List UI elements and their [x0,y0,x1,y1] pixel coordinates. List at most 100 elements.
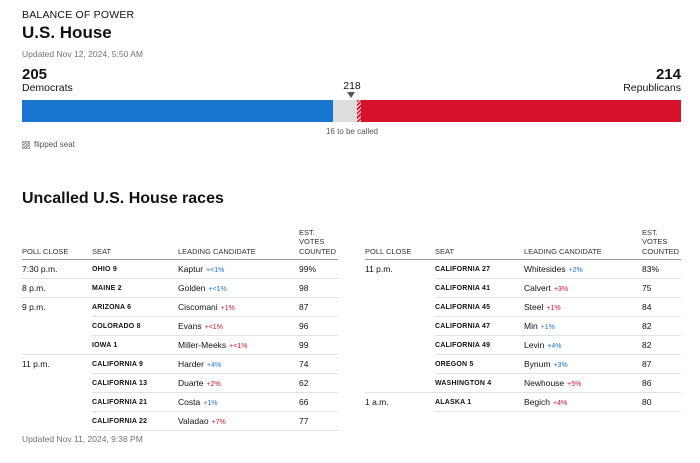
table-row: IOWA 1 Miller-Meeks +<1% 99 [22,335,338,356]
votes-counted-cell: 99% [299,259,338,280]
votes-counted-cell: 87 [299,297,338,318]
leading-candidate-cell: Min +1% [524,316,642,337]
leading-candidate-cell: Bynum +3% [524,354,642,375]
leading-candidate-cell: Costa +1% [178,392,299,413]
rep-seat-count: 214 [655,66,681,83]
leading-candidate-cell: Miller-Meeks +<1% [178,335,299,356]
candidate-margin: +7% [211,419,226,427]
poll-close-cell [22,374,92,393]
table-row: OREGON 5 Bynum +3% 87 [365,354,681,375]
table-row: CALIFORNIA 22 Valadao +7% 77 [22,411,338,432]
seat-cell: CALIFORNIA 13 [92,373,178,394]
candidate-name: Calvert [524,283,551,294]
leading-candidate-cell: Levin +4% [524,335,642,356]
candidate-margin: +<1% [206,267,225,275]
seat-bar [22,100,681,122]
table-row: 8 p.m. MAINE 2 Golden +<1% 98 [22,278,338,299]
kicker-label: BALANCE OF POWER [22,9,135,21]
seat-cell: CALIFORNIA 45 [435,297,524,318]
table-row: COLORADO 8 Evans +<1% 96 [22,316,338,337]
leading-candidate-cell: Whitesides +2% [524,259,642,280]
seat-cell: MAINE 2 [92,278,178,299]
races-table-right: POLL CLOSE SEAT LEADING CANDIDATE EST. V… [365,228,681,413]
leading-candidate-cell: Newhouse +5% [524,373,642,394]
table-row: CALIFORNIA 45 Steel +1% 84 [365,297,681,318]
candidate-margin: +<1% [208,286,227,294]
col-header-leading-candidate: LEADING CANDIDATE [178,228,299,261]
leading-candidate-cell: Begich +4% [524,392,642,413]
legend-label: flipped seat [34,140,75,149]
bar-segment-uncalled [332,100,357,122]
poll-close-cell [365,298,435,317]
votes-counted-cell: 96 [299,316,338,337]
votes-counted-cell: 82 [642,316,681,337]
col-header-poll-close: POLL CLOSE [22,228,92,261]
candidate-name: Harder [178,359,204,370]
candidate-margin: +4% [547,343,562,351]
bar-segment-flipped [356,100,362,122]
table-row: CALIFORNIA 21 Costa +1% 66 [22,392,338,413]
candidate-margin: +3% [553,362,568,370]
seat-cell: OHIO 9 [92,259,178,280]
candidate-name: Begich [524,397,550,408]
bar-segment-democrats [22,100,333,122]
col-header-poll-close: POLL CLOSE [365,228,435,261]
leading-candidate-cell: Harder +4% [178,354,299,375]
updated-timestamp: Updated Nov 12, 2024, 5:50 AM [22,49,143,59]
candidate-name: Valadao [178,416,209,427]
candidate-name: Costa [178,397,201,408]
votes-counted-cell: 75 [642,278,681,299]
poll-close-cell: 9 p.m. [22,297,92,317]
table-row: CALIFORNIA 47 Min +1% 82 [365,316,681,337]
leading-candidate-cell: Golden +<1% [178,278,299,299]
seat-cell: CALIFORNIA 49 [435,335,524,356]
seat-cell: CALIFORNIA 41 [435,278,524,299]
section-title: Uncalled U.S. House races [22,190,224,207]
seat-cell: CALIFORNIA 47 [435,316,524,337]
poll-close-cell [365,279,435,298]
candidate-name: Whitesides [524,264,566,275]
candidate-name: Miller-Meeks [178,340,227,351]
flipped-swatch-icon [22,140,30,149]
votes-counted-cell: 99 [299,335,338,356]
candidate-margin: +2% [206,381,221,389]
poll-close-cell [365,374,435,393]
seat-cell: ALASKA 1 [435,392,524,413]
seat-cell: CALIFORNIA 9 [92,354,178,375]
votes-counted-cell: 80 [642,392,681,413]
votes-counted-cell: 83% [642,259,681,280]
col-header-votes-counted: EST. VOTES COUNTED [642,228,681,261]
legend: flipped seat [22,140,75,149]
table-row: CALIFORNIA 41 Calvert +3% 75 [365,278,681,299]
leading-candidate-cell: Steel +1% [524,297,642,318]
candidate-margin: +1% [540,324,555,332]
poll-close-cell [365,355,435,374]
poll-close-cell [22,317,92,336]
races-table-left: POLL CLOSE SEAT LEADING CANDIDATE EST. V… [22,228,338,432]
dem-seat-count: 205 [22,66,48,83]
rep-party-label: Republicans [623,82,681,94]
candidate-name: Newhouse [524,378,565,389]
poll-close-cell [22,336,92,355]
candidate-name: Golden [178,283,206,294]
table-header-row: POLL CLOSE SEAT LEADING CANDIDATE EST. V… [365,228,681,261]
balance-of-power-chart: 205 Democrats 214 Republicans 218 16 to … [22,66,681,156]
table-header-row: POLL CLOSE SEAT LEADING CANDIDATE EST. V… [22,228,338,261]
updated-footer-timestamp: Updated Nov 11, 2024, 9:38 PM [22,434,143,444]
candidate-margin: +4% [553,400,568,408]
leading-candidate-cell: Kaptur +<1% [178,259,299,280]
table-row: 1 a.m. ALASKA 1 Begich +4% 80 [365,392,681,413]
votes-counted-cell: 84 [642,297,681,318]
seat-cell: ARIZONA 6 [92,297,178,318]
votes-counted-cell: 82 [642,335,681,356]
seat-cell: OREGON 5 [435,354,524,375]
candidate-name: Steel [524,302,544,313]
table-row: CALIFORNIA 49 Levin +4% 82 [365,335,681,356]
poll-close-cell: 1 a.m. [365,392,435,412]
votes-counted-cell: 86 [642,373,681,394]
candidate-name: Ciscomani [178,302,218,313]
candidate-margin: +<1% [204,324,223,332]
votes-counted-cell: 87 [642,354,681,375]
candidate-name: Bynum [524,359,551,370]
seat-cell: CALIFORNIA 22 [92,411,178,432]
